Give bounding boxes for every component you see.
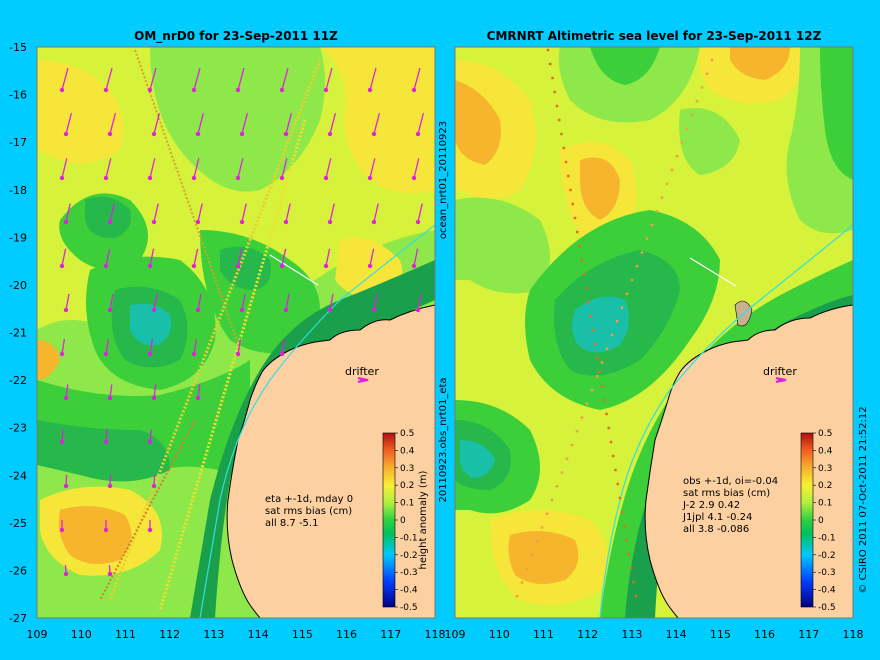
right-plot-frame [454,46,854,619]
colorbar-tick: -0.1 [818,533,836,543]
y-tick-label: -17 [9,136,27,149]
x-tick-label: 112 [577,628,598,641]
left-drifter-label: drifter [345,365,379,378]
info-line: sat rms bias (cm) [683,488,770,499]
right-drifter-arrow-icon [775,377,787,383]
y-tick-label: -19 [9,231,27,244]
left-x-axis: 109 110 111 112 113 114 115 116 117 118 [27,628,446,641]
x-tick-label: 111 [533,628,554,641]
colorbar-tick: 0 [400,516,406,526]
colorbar-tick: 0.2 [400,481,414,491]
info-line: sat rms bias (cm) [265,506,352,517]
left-panel-title: OM_nrD0 for 23-Sep-2011 11Z [134,29,338,44]
x-tick-label: 113 [621,628,642,641]
y-tick-label: -27 [9,612,27,625]
colorbar-tick: -0.3 [400,568,418,578]
x-tick-label: 110 [489,628,510,641]
colorbar-tick: 0.1 [400,499,414,509]
x-tick-label: 110 [71,628,92,641]
x-tick-label: 113 [203,628,224,641]
y-tick-label: -26 [9,564,27,577]
x-tick-label: 116 [754,628,775,641]
x-tick-label: 117 [798,628,819,641]
y-tick-label: -15 [9,41,27,54]
right-side-label: 20110923.obs_nrt01_eta [438,377,449,502]
info-line: J1jpl 4.1 -0.24 [682,512,752,523]
right-x-axis: 109 110 111 112 113 114 115 116 117 118 [445,628,864,641]
left-y-axis: -15 -16 -17 -18 -19 -20 -21 -22 -23 -24 -25 -26 -27 [9,41,27,625]
x-tick-label: 109 [27,628,48,641]
x-tick-label: 114 [248,628,269,641]
x-tick-label: 109 [445,628,466,641]
right-colorbar: 0.5 0.4 0.3 0.2 0.1 0 -0.1 -0.2 -0.3 -0.4 -0.5 © C… [800,406,869,613]
colorbar-tick: -0.5 [400,603,418,613]
right-map-field [455,47,853,618]
info-line: all 8.7 -5.1 [265,518,318,529]
left-info-text: eta +-1d, mday 0 sat rms bias (cm) all 8… [265,494,353,529]
colorbar-tick: 0.5 [400,429,414,439]
wind-arrows [59,67,425,577]
colorbar-tick: 0.3 [400,464,414,474]
y-tick-label: -24 [9,469,27,482]
colorbar-tick: -0.1 [400,533,418,543]
y-tick-label: -16 [9,89,27,102]
credit-text: © CSIRO 2011 07-Oct-2011 21:52:12 [858,406,869,593]
left-side-label: ocean_nrt01_20110923 [438,121,449,239]
x-tick-label: 115 [292,628,313,641]
y-tick-label: -18 [9,184,27,197]
colorbar-tick: 0.1 [818,499,832,509]
right-map-panel: CMRNRT Altimetric sea level for 23-Sep-2… [438,29,869,619]
x-tick-label: 115 [710,628,731,641]
colorbar-tick: 0.5 [818,429,832,439]
x-tick-label: 117 [380,628,401,641]
right-panel-title: CMRNRT Altimetric sea level for 23-Sep-2… [487,29,822,43]
left-map-panel: OM_nrD0 for 23-Sep-2011 11Z [9,29,449,625]
info-line: all 3.8 -0.086 [683,524,749,535]
colorbar-tick: -0.2 [818,551,836,561]
colorbar-tick: -0.5 [818,603,836,613]
y-tick-label: -23 [9,422,27,435]
colorbar-tick: 0 [818,516,824,526]
x-tick-label: 111 [115,628,136,641]
left-drifter-arrow-icon [357,377,369,383]
left-colorbar: 0.5 0.4 0.3 0.2 0.1 0 -0.1 -0.2 -0.3 -0.4 -0.5 hei… [382,429,429,613]
right-info-text: obs +-1d, oi=-0.04 sat rms bias (cm) J-2… [682,476,778,535]
colorbar-tick: -0.2 [400,551,418,561]
colorbar-tick: 0.3 [818,464,832,474]
colorbar-tick: -0.3 [818,568,836,578]
info-line: J-2 2.9 0.42 [682,500,740,511]
colorbar-label: height anomaly (m) [418,470,429,569]
colorbar-tick: -0.4 [818,586,836,596]
y-tick-label: -21 [9,327,27,340]
y-tick-label: -20 [9,279,27,292]
colorbar-tick: -0.4 [400,586,418,596]
info-line: eta +-1d, mday 0 [265,494,353,505]
right-drifter-label: drifter [763,365,797,378]
x-tick-label: 118 [425,628,446,641]
x-tick-label: 114 [666,628,687,641]
y-tick-label: -22 [9,374,27,387]
x-tick-label: 112 [159,628,180,641]
left-map-field [37,47,435,618]
info-line: obs +-1d, oi=-0.04 [683,476,778,487]
colorbar-tick: 0.4 [400,446,415,456]
y-tick-label: -25 [9,517,27,530]
x-tick-label: 118 [843,628,864,641]
x-tick-label: 116 [336,628,357,641]
left-plot-frame [36,46,436,619]
colorbar-tick: 0.2 [818,481,832,491]
colorbar-tick: 0.4 [818,446,833,456]
satellite-obs-points [515,48,714,598]
